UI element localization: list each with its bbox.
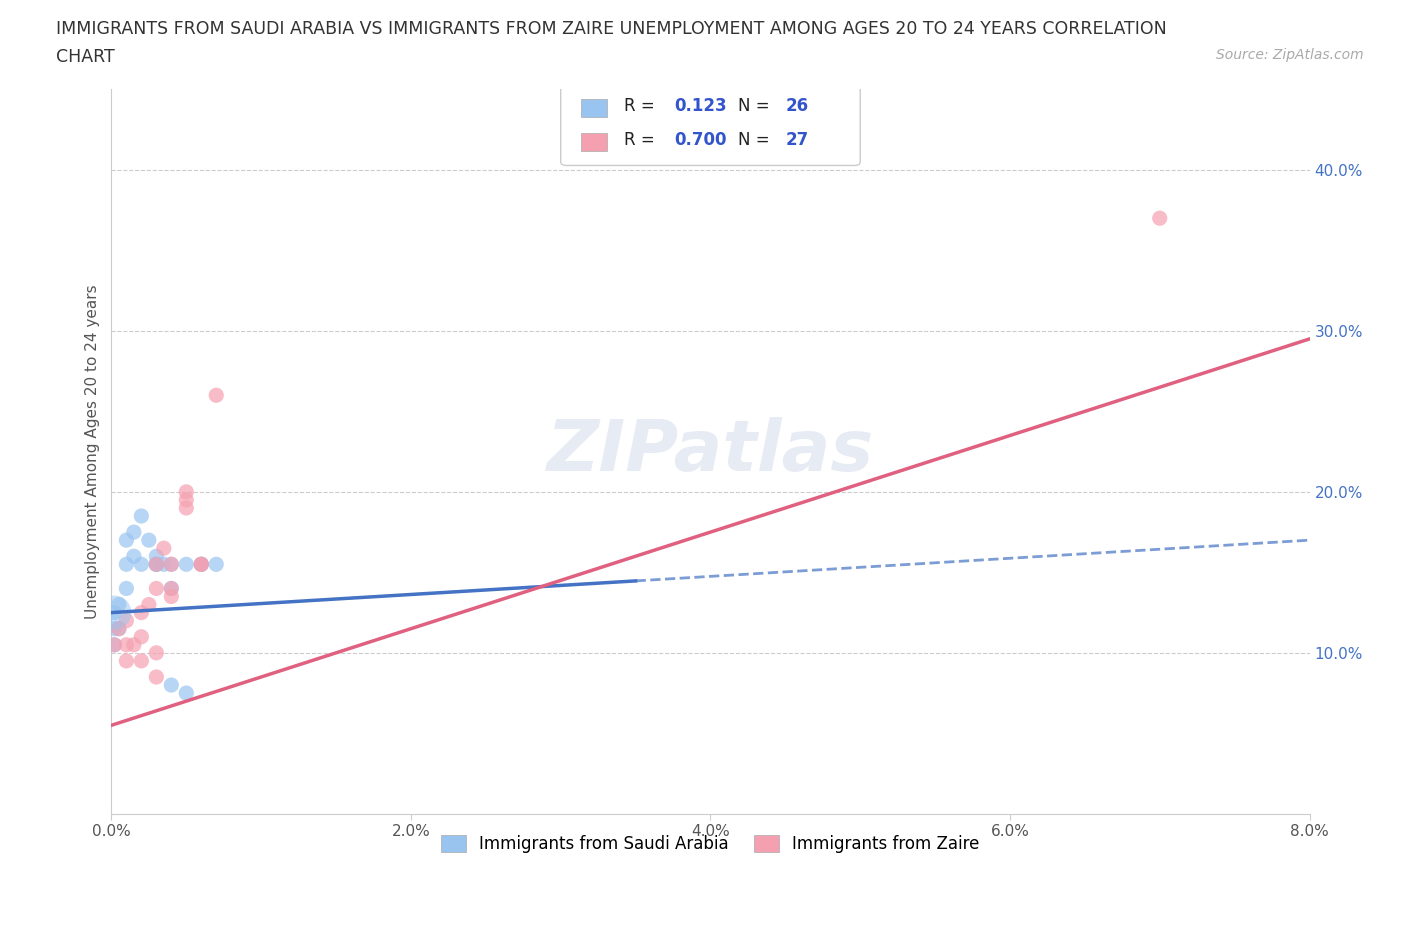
Point: [190, 557, 212, 572]
Point: [145, 670, 167, 684]
Point: [174, 557, 197, 572]
FancyBboxPatch shape: [581, 99, 607, 117]
Point: [160, 678, 183, 693]
Point: [115, 557, 138, 572]
Point: [145, 557, 167, 572]
Point: [153, 540, 176, 555]
Point: [115, 581, 138, 596]
Point: [103, 605, 125, 620]
Point: [115, 613, 138, 628]
Point: [122, 637, 145, 652]
Point: [205, 557, 228, 572]
Text: N =: N =: [738, 131, 769, 149]
Point: [103, 621, 125, 636]
Point: [131, 630, 153, 644]
Text: 0.123: 0.123: [675, 97, 727, 115]
Text: 26: 26: [786, 97, 808, 115]
Text: Source: ZipAtlas.com: Source: ZipAtlas.com: [1216, 48, 1364, 62]
Point: [174, 485, 197, 499]
Text: R =: R =: [624, 97, 655, 115]
Text: R =: R =: [624, 131, 655, 149]
Point: [115, 637, 138, 652]
Point: [131, 605, 153, 620]
Point: [145, 557, 167, 572]
Point: [108, 621, 131, 636]
Point: [160, 557, 183, 572]
Point: [160, 557, 183, 572]
Point: [103, 605, 125, 620]
Point: [145, 549, 167, 564]
Point: [145, 581, 167, 596]
Point: [153, 557, 176, 572]
Point: [138, 533, 160, 548]
Point: [115, 654, 138, 669]
Y-axis label: Unemployment Among Ages 20 to 24 years: Unemployment Among Ages 20 to 24 years: [86, 285, 100, 619]
Point: [145, 645, 167, 660]
Point: [174, 685, 197, 700]
Point: [131, 557, 153, 572]
Point: [160, 581, 183, 596]
Legend: Immigrants from Saudi Arabia, Immigrants from Zaire: Immigrants from Saudi Arabia, Immigrants…: [434, 829, 987, 860]
Point: [174, 500, 197, 515]
Point: [108, 597, 131, 612]
Point: [190, 557, 212, 572]
Text: N =: N =: [738, 97, 769, 115]
Point: [108, 621, 131, 636]
Point: [131, 654, 153, 669]
Point: [138, 597, 160, 612]
Point: [190, 557, 212, 572]
Text: ZIPatlas: ZIPatlas: [547, 418, 875, 486]
Text: 0.700: 0.700: [675, 131, 727, 149]
Text: 27: 27: [786, 131, 810, 149]
Point: [122, 525, 145, 539]
Point: [122, 549, 145, 564]
Point: [145, 557, 167, 572]
Point: [160, 581, 183, 596]
Point: [205, 388, 228, 403]
FancyBboxPatch shape: [561, 86, 860, 166]
Point: [160, 589, 183, 604]
Point: [174, 493, 197, 508]
Point: [1149, 211, 1171, 226]
Point: [145, 557, 167, 572]
Point: [103, 637, 125, 652]
Text: CHART: CHART: [56, 48, 115, 66]
Point: [115, 533, 138, 548]
Text: IMMIGRANTS FROM SAUDI ARABIA VS IMMIGRANTS FROM ZAIRE UNEMPLOYMENT AMONG AGES 20: IMMIGRANTS FROM SAUDI ARABIA VS IMMIGRAN…: [56, 20, 1167, 38]
Point: [190, 557, 212, 572]
Point: [131, 509, 153, 524]
Point: [103, 637, 125, 652]
FancyBboxPatch shape: [581, 133, 607, 151]
